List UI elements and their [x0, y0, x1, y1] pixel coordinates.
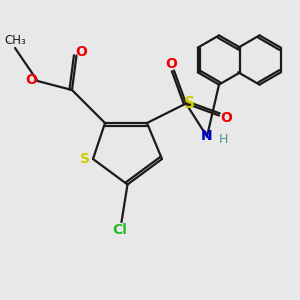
Text: O: O: [75, 46, 87, 59]
Text: O: O: [165, 58, 177, 71]
Text: CH₃: CH₃: [4, 34, 26, 47]
Text: O: O: [25, 73, 37, 86]
Text: S: S: [184, 96, 195, 111]
Text: N: N: [201, 130, 213, 143]
Text: Cl: Cl: [112, 223, 128, 236]
Text: O: O: [220, 112, 232, 125]
Text: S: S: [80, 152, 90, 166]
Text: methyl: methyl: [6, 41, 11, 42]
Text: H: H: [219, 133, 228, 146]
